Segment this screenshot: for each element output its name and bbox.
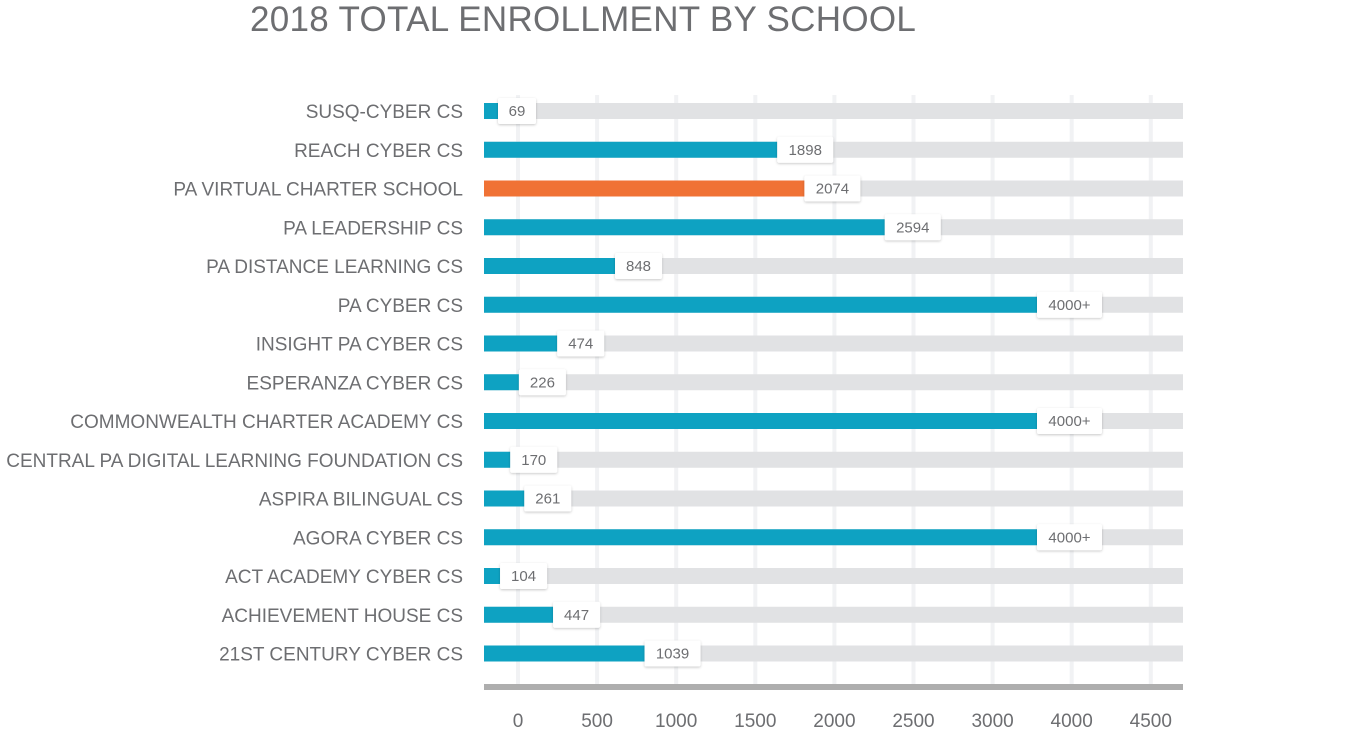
data-label: 4000+ <box>1048 413 1090 430</box>
data-label: 4000+ <box>1048 529 1090 546</box>
data-label: 226 <box>530 374 555 391</box>
bar <box>484 490 525 507</box>
category-label: PA DISTANCE LEARNING CS <box>206 257 463 278</box>
x-tick-label: 1000 <box>655 711 697 732</box>
category-label: 21ST CENTURY CYBER CS <box>219 645 463 666</box>
bar-track <box>484 335 1183 352</box>
x-tick-label: 4000 <box>1051 711 1093 732</box>
bar-track <box>484 374 1183 391</box>
x-axis-line <box>484 684 1183 690</box>
category-label: COMMONWEALTH CHARTER ACADEMY CS <box>70 412 463 433</box>
x-tick-label: 3000 <box>971 711 1013 732</box>
category-label: PA CYBER CS <box>338 296 463 317</box>
bar <box>484 413 1037 429</box>
bar <box>484 645 645 662</box>
data-label: 261 <box>535 491 560 508</box>
data-label: 104 <box>511 568 536 585</box>
category-label: SUSQ-CYBER CS <box>306 102 463 123</box>
category-label: PA LEADERSHIP CS <box>283 218 463 239</box>
x-tick-label: 2000 <box>813 711 855 732</box>
data-label-box <box>804 175 861 202</box>
category-label: INSIGHT PA CYBER CS <box>256 335 463 356</box>
bar <box>484 296 1037 313</box>
data-label-box <box>1037 291 1102 318</box>
chart-title: 2018 TOTAL ENROLLMENT BY SCHOOL <box>250 0 917 39</box>
bar <box>484 606 554 623</box>
x-tick-label: 0 <box>513 711 524 732</box>
bar <box>484 374 519 391</box>
bar <box>484 568 501 584</box>
data-label-box <box>500 563 548 589</box>
data-label: 447 <box>564 607 589 624</box>
bar-track <box>484 103 1183 119</box>
bar <box>484 258 616 274</box>
data-label-box <box>518 369 566 396</box>
bar <box>484 103 498 119</box>
data-label-box <box>1037 408 1102 434</box>
data-label: 4000+ <box>1048 297 1090 314</box>
bar-track <box>484 451 1183 468</box>
bar <box>484 141 778 158</box>
bar <box>484 180 805 197</box>
category-label: ACHIEVEMENT HOUSE CS <box>222 606 463 627</box>
data-label-box <box>1037 524 1102 551</box>
data-label: 474 <box>568 336 593 353</box>
category-label: ACT ACADEMY CYBER CS <box>225 567 463 588</box>
category-label: ASPIRA BILINGUAL CS <box>259 490 463 511</box>
bar-track <box>484 606 1183 623</box>
data-label-box <box>553 601 601 628</box>
category-label: CENTRAL PA DIGITAL LEARNING FOUNDATION C… <box>6 451 463 472</box>
bar <box>484 529 1037 546</box>
data-label: 2594 <box>896 219 929 236</box>
data-label: 1898 <box>789 142 822 159</box>
data-label-box <box>884 214 941 241</box>
x-tick-label: 1500 <box>734 711 776 732</box>
category-label: ESPERANZA CYBER CS <box>247 373 463 394</box>
category-label: REACH CYBER CS <box>294 141 463 162</box>
category-label: AGORA CYBER CS <box>293 528 463 549</box>
data-label: 170 <box>521 452 546 469</box>
category-label: PA VIRTUAL CHARTER SCHOOL <box>173 180 463 201</box>
x-tick-label: 500 <box>581 711 613 732</box>
bar-track <box>484 568 1183 584</box>
data-label: 848 <box>626 258 651 275</box>
bar <box>484 451 511 468</box>
data-label-box <box>498 98 536 124</box>
bar <box>484 335 558 352</box>
bar-track <box>484 490 1183 507</box>
data-label-box <box>557 330 605 357</box>
data-label-box <box>644 640 701 667</box>
bar <box>484 219 885 236</box>
data-label: 2074 <box>816 181 849 198</box>
data-label-box <box>510 446 558 473</box>
data-label: 69 <box>509 103 526 120</box>
x-tick-label: 2500 <box>892 711 934 732</box>
x-tick-label: 4500 <box>1130 711 1172 732</box>
data-label-box <box>524 485 572 512</box>
data-label: 1039 <box>656 646 689 663</box>
data-label-box <box>615 253 663 279</box>
data-label-box <box>777 136 834 163</box>
